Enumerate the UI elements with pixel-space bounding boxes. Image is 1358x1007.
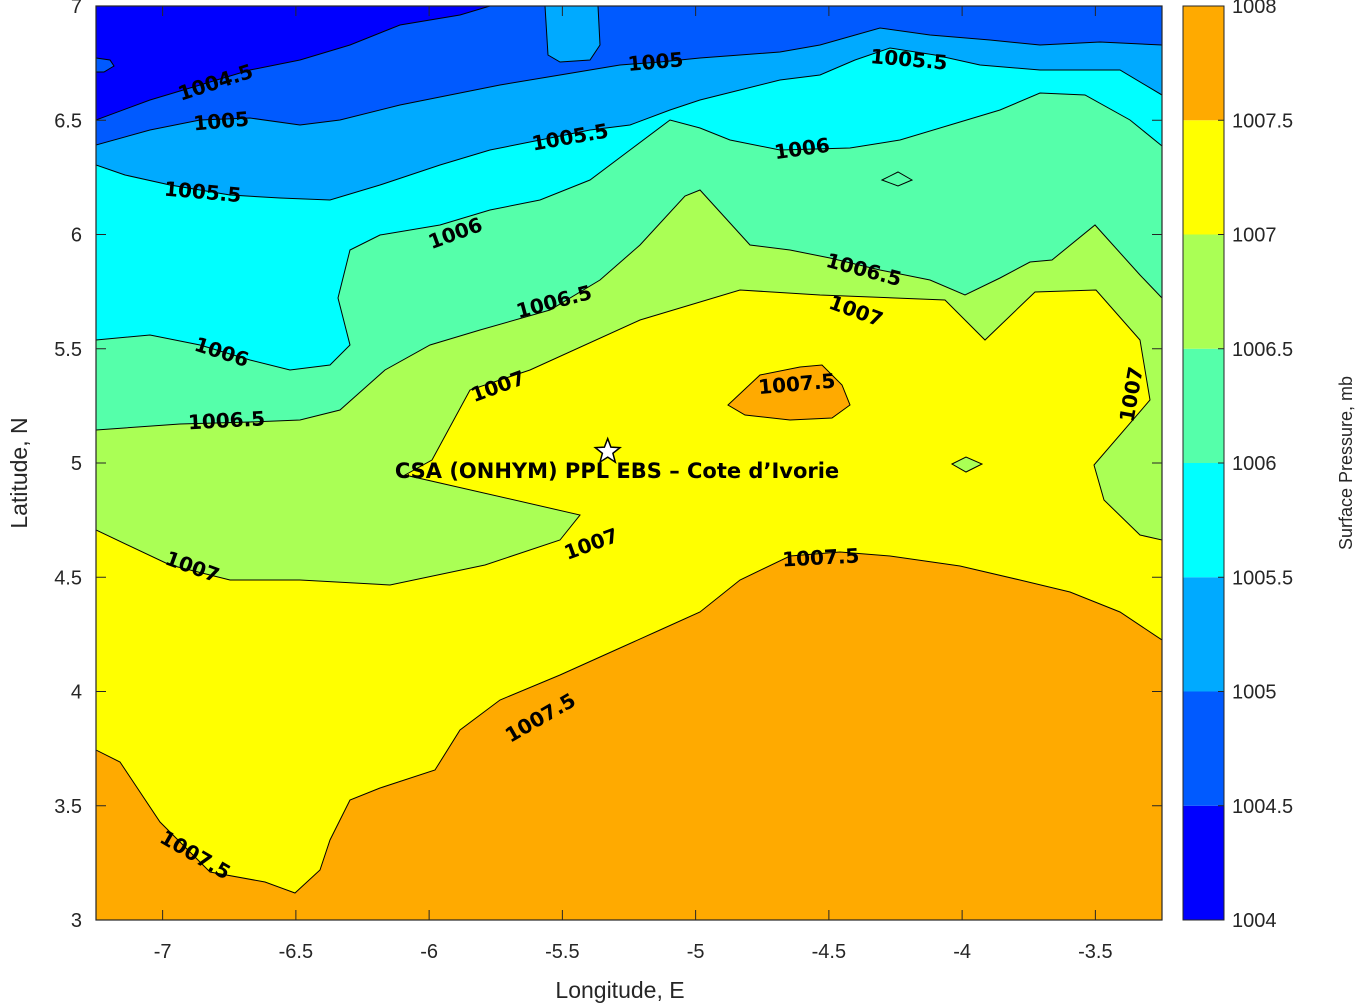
contour-band-1004.5-1005 xyxy=(96,6,1162,146)
colorbar: 1004 1004.5 1005 1005.5 1006 1006.5 1007 1007.5… xyxy=(1182,0,1293,932)
star-icon xyxy=(593,436,622,464)
colorbar-label: Surface Pressure, mb xyxy=(1336,376,1356,550)
x-tick-label: -5 xyxy=(687,941,705,963)
y-axis-label: Latitude, N xyxy=(6,417,32,528)
colorbar-segment xyxy=(1183,463,1224,578)
contour-label: 1007.5 xyxy=(782,543,860,571)
contour-band-1004-1004.5 xyxy=(96,6,491,121)
colorbar-tick-label: 1004.5 xyxy=(1232,796,1293,818)
contour-label: 1005 xyxy=(627,47,685,76)
x-tick-label: -5.5 xyxy=(545,941,579,963)
x-tick-label: -3.5 xyxy=(1078,941,1112,963)
colorbar-segment xyxy=(1183,234,1224,349)
site-marker: CSA (ONHYM) PPL EBS – Cote d’Ivorie xyxy=(395,436,839,483)
y-tick-label: 7 xyxy=(71,0,82,18)
y-tick-label: 6.5 xyxy=(54,110,82,132)
colorbar-segment xyxy=(1183,577,1224,692)
x-axis-label: Longitude, E xyxy=(555,977,684,1003)
x-tick-label: -4.5 xyxy=(812,941,846,963)
colorbar-segment xyxy=(1183,6,1224,121)
contour-island-1006 xyxy=(880,171,914,187)
y-tick-label: 3.5 xyxy=(54,796,82,818)
contour-island-1006.5 xyxy=(950,456,984,473)
contour-tick-1004.5 xyxy=(96,57,115,73)
x-axis-ticks: -7 -6.5 -6 -5.5 -5 -4.5 -4 -3.5 xyxy=(154,6,1113,963)
colorbar-tick-label: 1008 xyxy=(1232,0,1277,18)
colorbar-tick-label: 1007 xyxy=(1232,225,1277,247)
y-tick-label: 6 xyxy=(71,225,82,247)
contour-island-1007.5 xyxy=(727,364,851,421)
colorbar-segment xyxy=(1183,805,1224,920)
contour-band-1007.5-1008 xyxy=(96,551,1162,920)
y-tick-label: 3 xyxy=(71,910,82,932)
contour-label: 1005 xyxy=(192,107,250,136)
x-tick-label: -6 xyxy=(420,941,438,963)
colorbar-segment xyxy=(1183,691,1224,806)
x-tick-label: -7 xyxy=(154,941,172,963)
colorbar-tick-label: 1007.5 xyxy=(1232,110,1293,132)
colorbar-tick-label: 1005.5 xyxy=(1232,567,1293,589)
colorbar-segment xyxy=(1183,348,1224,463)
colorbar-tick-label: 1004 xyxy=(1232,910,1277,932)
colorbar-tick-label: 1006 xyxy=(1232,453,1277,475)
y-axis-ticks: 3 3.5 4 4.5 5 5.5 6 6.5 7 xyxy=(54,0,1162,932)
colorbar-segment xyxy=(1183,120,1224,235)
y-tick-label: 4 xyxy=(71,682,82,704)
x-tick-label: -6.5 xyxy=(279,941,313,963)
colorbar-tick-label: 1006.5 xyxy=(1232,339,1293,361)
y-tick-label: 5.5 xyxy=(54,339,82,361)
y-tick-label: 5 xyxy=(71,453,82,475)
site-label: CSA (ONHYM) PPL EBS – Cote d’Ivorie xyxy=(395,459,839,483)
x-tick-label: -4 xyxy=(953,941,971,963)
colorbar-tick-label: 1005 xyxy=(1232,682,1277,704)
contour-label: 1006.5 xyxy=(187,406,265,434)
y-tick-label: 4.5 xyxy=(54,567,82,589)
